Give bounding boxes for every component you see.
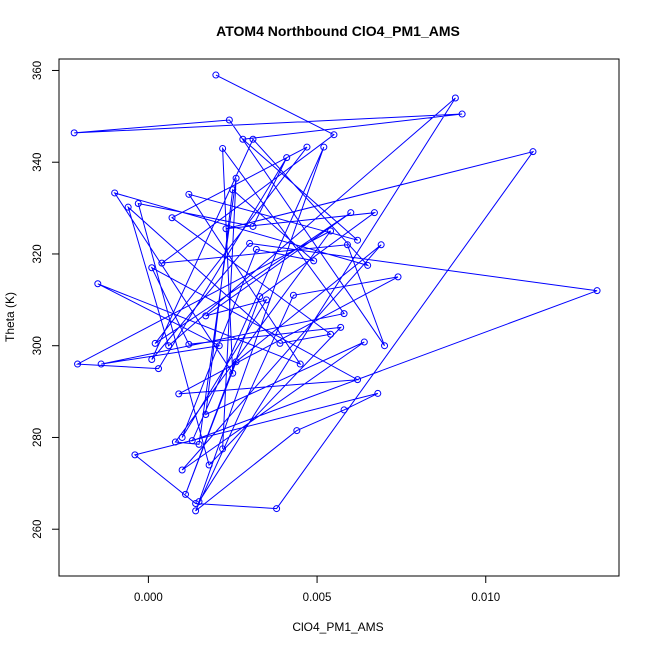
data-point bbox=[185, 340, 193, 348]
data-point bbox=[219, 144, 227, 152]
data-point bbox=[188, 437, 196, 445]
series-line bbox=[74, 74, 598, 512]
data-point bbox=[219, 445, 227, 453]
data-point bbox=[451, 94, 459, 102]
chart-title: ATOM4 Northbound ClO4_PM1_AMS bbox=[216, 23, 460, 39]
data-point bbox=[202, 312, 210, 320]
data-point bbox=[70, 129, 78, 137]
data-point bbox=[225, 116, 233, 124]
data-point bbox=[293, 427, 301, 435]
data-point bbox=[320, 143, 328, 151]
data-point bbox=[131, 451, 139, 459]
data-point bbox=[394, 273, 402, 281]
data-point bbox=[178, 466, 186, 474]
data-point bbox=[249, 222, 257, 230]
data-point bbox=[296, 360, 304, 368]
data-point bbox=[134, 200, 142, 208]
data-point bbox=[276, 339, 284, 347]
data-point bbox=[158, 259, 166, 267]
data-point bbox=[289, 291, 297, 299]
data-point bbox=[185, 190, 193, 198]
data-point bbox=[337, 323, 345, 331]
data-point bbox=[232, 174, 240, 182]
data-point bbox=[377, 241, 385, 249]
x-tick-label: 0.010 bbox=[471, 592, 500, 604]
data-point bbox=[222, 225, 230, 233]
data-point bbox=[340, 406, 348, 414]
data-point bbox=[458, 110, 466, 118]
y-tick-label: 360 bbox=[32, 61, 44, 80]
data-point bbox=[529, 148, 537, 156]
data-point bbox=[340, 310, 348, 318]
data-point bbox=[273, 505, 281, 513]
data-point bbox=[327, 330, 335, 338]
data-point bbox=[111, 189, 119, 197]
y-tick-label: 320 bbox=[32, 244, 44, 263]
data-point bbox=[249, 135, 257, 143]
y-tick-label: 300 bbox=[32, 336, 44, 355]
data-point bbox=[343, 241, 351, 249]
data-point bbox=[360, 338, 368, 346]
data-point bbox=[246, 239, 254, 247]
data-point bbox=[229, 369, 237, 377]
x-tick-label: 0.000 bbox=[134, 592, 163, 604]
data-point bbox=[192, 507, 200, 515]
data-point bbox=[202, 411, 210, 419]
data-point bbox=[192, 500, 200, 508]
data-point bbox=[168, 214, 176, 222]
y-tick-label: 280 bbox=[32, 428, 44, 447]
data-point bbox=[97, 360, 105, 368]
data-point bbox=[347, 209, 355, 217]
data-point bbox=[205, 461, 213, 469]
data-point bbox=[593, 287, 601, 295]
data-point bbox=[94, 280, 102, 288]
axes: 0.000 0.005 0.010 260 280 300 320 340 360 bbox=[32, 61, 500, 604]
data-point bbox=[354, 376, 362, 384]
y-tick-label: 260 bbox=[32, 520, 44, 539]
data-point bbox=[381, 342, 389, 350]
y-tick-label: 340 bbox=[32, 153, 44, 172]
data-point bbox=[354, 236, 362, 244]
plot-frame bbox=[58, 58, 620, 577]
data-point bbox=[178, 433, 186, 441]
data-point bbox=[310, 257, 318, 265]
y-axis-label: Theta (K) bbox=[3, 292, 17, 342]
data-point bbox=[232, 358, 240, 366]
data-point bbox=[262, 296, 270, 304]
data-series bbox=[70, 71, 601, 515]
data-point bbox=[303, 143, 311, 151]
data-point bbox=[239, 135, 247, 143]
data-point bbox=[195, 440, 203, 448]
data-point bbox=[171, 438, 179, 446]
data-point bbox=[148, 264, 156, 272]
data-point bbox=[330, 131, 338, 139]
data-point bbox=[175, 390, 183, 398]
data-point bbox=[165, 342, 173, 350]
x-tick-label: 0.005 bbox=[303, 592, 332, 604]
data-point bbox=[229, 186, 237, 194]
x-axis-label: ClO4_PM1_AMS bbox=[292, 620, 383, 634]
data-point bbox=[215, 342, 223, 350]
data-point bbox=[364, 261, 372, 269]
data-point bbox=[212, 71, 220, 79]
data-point bbox=[182, 490, 190, 498]
data-point bbox=[148, 355, 156, 363]
data-point bbox=[370, 209, 378, 217]
data-point bbox=[256, 293, 264, 301]
data-point bbox=[155, 365, 163, 373]
data-point bbox=[195, 498, 203, 506]
data-point bbox=[124, 203, 132, 211]
data-point bbox=[327, 227, 335, 235]
data-point bbox=[252, 245, 260, 253]
data-point bbox=[374, 389, 382, 397]
data-point bbox=[151, 339, 159, 347]
data-point bbox=[74, 360, 82, 368]
data-point bbox=[283, 154, 291, 162]
